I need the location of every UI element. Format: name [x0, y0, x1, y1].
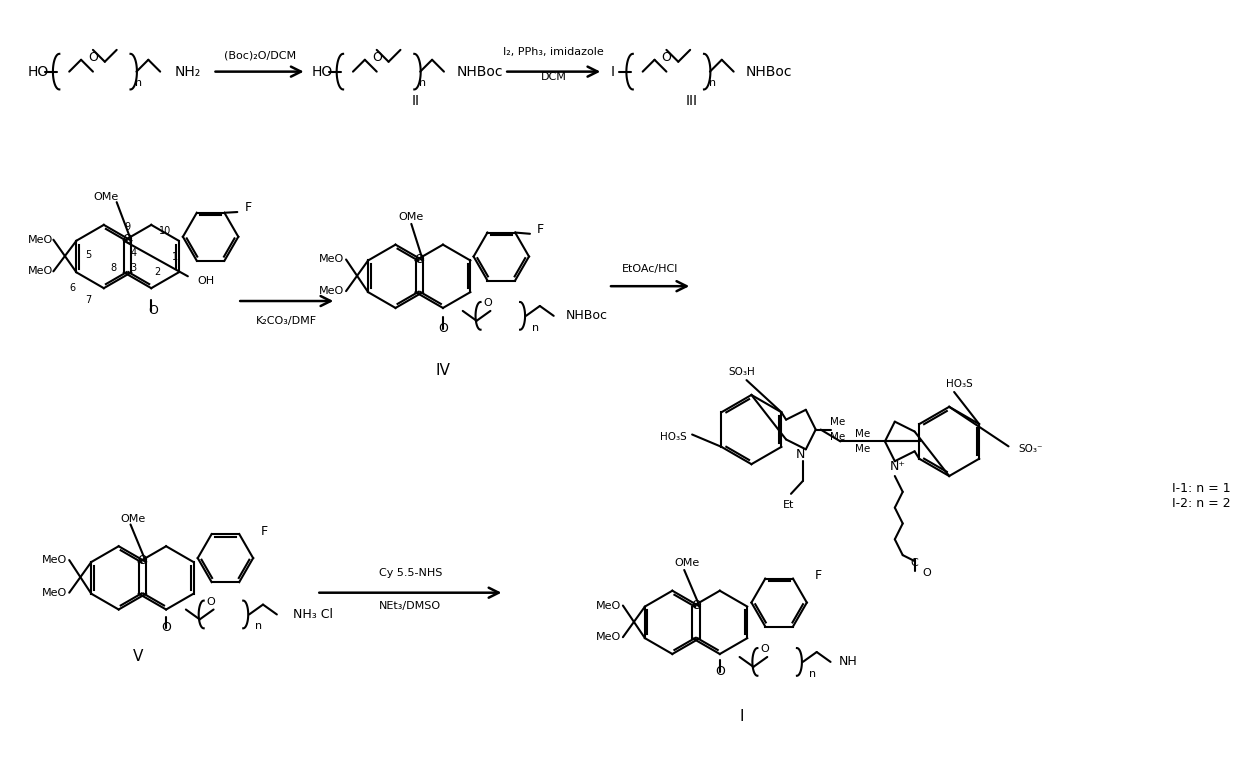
Text: I: I — [611, 65, 615, 79]
Text: III: III — [686, 95, 698, 109]
Text: MeO: MeO — [42, 587, 67, 597]
Text: IV: IV — [436, 362, 451, 378]
Text: HO₃S: HO₃S — [660, 433, 688, 443]
Text: O: O — [372, 52, 382, 64]
Text: SO₃⁻: SO₃⁻ — [1018, 444, 1043, 455]
Text: OMe: OMe — [121, 514, 146, 523]
Text: N⁺: N⁺ — [890, 460, 906, 473]
Text: NEt₃/DMSO: NEt₃/DMSO — [379, 601, 441, 611]
Text: HO: HO — [311, 65, 333, 79]
Text: n: n — [532, 323, 539, 333]
Text: 6: 6 — [69, 284, 76, 293]
Text: O: O — [439, 323, 447, 335]
Text: O: O — [662, 52, 672, 64]
Text: 10: 10 — [159, 226, 171, 236]
Text: I: I — [740, 709, 743, 724]
Text: Me: Me — [855, 444, 870, 455]
Text: F: F — [815, 569, 821, 583]
Text: n: n — [809, 669, 817, 679]
Text: NHBoc: NHBoc — [746, 65, 792, 79]
Text: n: n — [255, 622, 263, 631]
Text: n: n — [135, 79, 142, 88]
Text: K₂CO₃/DMF: K₂CO₃/DMF — [256, 316, 317, 326]
Text: 4: 4 — [130, 248, 136, 258]
Text: Me: Me — [855, 429, 870, 438]
Text: 9: 9 — [124, 222, 130, 232]
Text: OMe: OMe — [674, 558, 700, 568]
Text: I-2: n = 2: I-2: n = 2 — [1172, 497, 1230, 510]
Text: Me: Me — [830, 416, 845, 426]
Text: O: O — [149, 305, 159, 317]
Text: n: n — [709, 79, 716, 88]
Text: HO: HO — [27, 65, 48, 79]
Text: 8: 8 — [110, 263, 116, 273]
Text: O: O — [760, 644, 768, 654]
Text: O: O — [715, 665, 725, 678]
Text: Me: Me — [830, 433, 845, 443]
Text: 2: 2 — [154, 267, 160, 277]
Text: (Boc)₂O/DCM: (Boc)₂O/DCM — [224, 51, 296, 61]
Text: Et: Et — [783, 500, 794, 510]
Text: SO₃H: SO₃H — [729, 367, 755, 377]
Text: 5: 5 — [85, 250, 92, 259]
Text: O: O — [161, 621, 171, 634]
Text: MeO: MeO — [318, 255, 344, 265]
Text: OMe: OMe — [399, 212, 424, 222]
Text: O: O — [923, 568, 932, 578]
Text: 3: 3 — [130, 263, 136, 273]
Text: O: O — [206, 597, 216, 607]
Text: NH₃ Cl: NH₃ Cl — [292, 608, 332, 621]
Text: O: O — [88, 52, 98, 64]
Text: O: O — [483, 298, 492, 308]
Text: MeO: MeO — [42, 555, 67, 565]
Text: N: N — [797, 448, 805, 461]
Text: Cy 5.5-NHS: Cy 5.5-NHS — [379, 568, 442, 578]
Text: OMe: OMe — [93, 192, 119, 202]
Text: NHBoc: NHBoc — [565, 309, 607, 323]
Text: C: C — [911, 558, 918, 568]
Text: MeO: MeO — [28, 235, 53, 244]
Text: V: V — [134, 650, 144, 665]
Text: O: O — [414, 253, 424, 266]
Text: HO₃S: HO₃S — [945, 379, 973, 389]
Text: O: O — [138, 554, 147, 566]
Text: DCM: DCM — [540, 72, 566, 81]
Text: I₂, PPh₃, imidazole: I₂, PPh₃, imidazole — [503, 47, 605, 57]
Text: NHBoc: NHBoc — [457, 65, 503, 79]
Text: OH: OH — [198, 276, 214, 287]
Text: NH₂: NH₂ — [175, 65, 201, 79]
Text: MeO: MeO — [596, 632, 621, 642]
Text: MeO: MeO — [28, 266, 53, 276]
Text: 7: 7 — [85, 295, 92, 305]
Text: F: F — [245, 201, 253, 213]
Text: O: O — [691, 599, 701, 612]
Text: EtOAc/HCl: EtOAc/HCl — [622, 265, 678, 274]
Text: 1: 1 — [172, 251, 177, 262]
Text: MeO: MeO — [318, 286, 344, 296]
Text: NH: NH — [839, 655, 857, 669]
Text: F: F — [261, 525, 268, 538]
Text: O: O — [123, 234, 133, 246]
Text: I-1: n = 1: I-1: n = 1 — [1172, 483, 1230, 495]
Text: F: F — [536, 223, 544, 237]
Text: II: II — [411, 95, 419, 109]
Text: MeO: MeO — [596, 601, 621, 611]
Text: n: n — [419, 79, 426, 88]
